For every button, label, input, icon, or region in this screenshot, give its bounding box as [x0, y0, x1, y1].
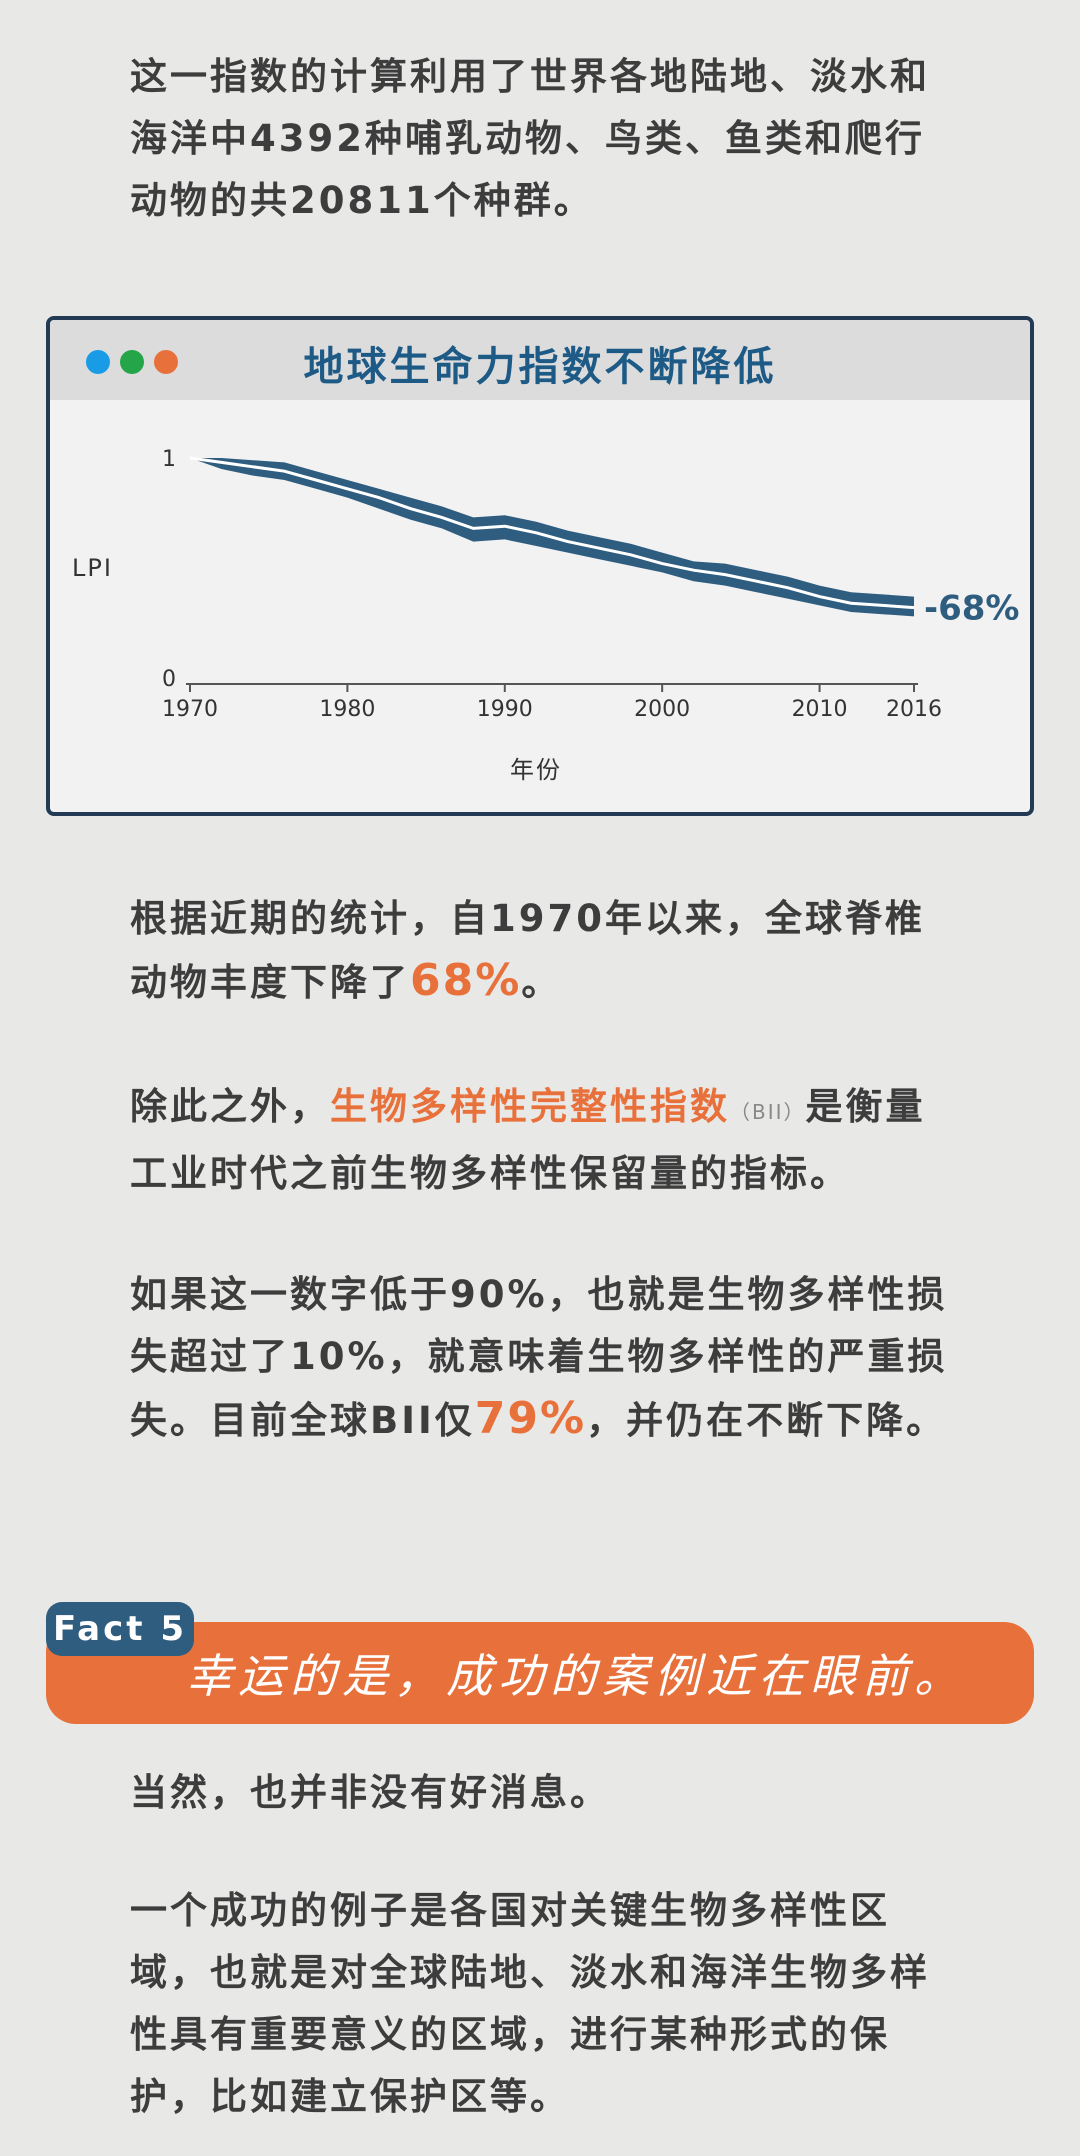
bii-abbr: （BII） [730, 1100, 806, 1124]
x-axis-label: 年份 [510, 756, 562, 784]
decline-paragraph: 根据近期的统计，自1970年以来，全球脊椎动物丰度下降了68%。 [130, 888, 960, 1014]
chart-titlebar: 地球生命力指数不断降低 [50, 320, 1030, 400]
bii-name: 生物多样性完整性指数 [330, 1085, 730, 1128]
fact-label: Fact 5 [46, 1602, 194, 1656]
decline-text-end: 。 [521, 961, 562, 1004]
x-tick-label: 1980 [319, 697, 375, 722]
fact-headline: 幸运的是，成功的案例近在眼前。 [186, 1649, 966, 1703]
bii-loss-text-start: 如果这一数字低于90%，也就是生物多样性损失超过了10%，就意味着生物多样性的严… [130, 1273, 948, 1442]
lpi-series-line [189, 456, 915, 610]
blue-dot-icon [86, 350, 110, 374]
decline-percent: 68% [410, 955, 522, 1006]
x-tick-label: 1970 [162, 697, 218, 722]
y-tick-label: 1 [162, 447, 176, 472]
bii-paragraph: 除此之外，生物多样性完整性指数（BII）是衡量工业时代之前生物多样性保留量的指标… [130, 1076, 960, 1205]
decline-annotation: -68% [924, 589, 1020, 629]
y-tick-label: 0 [162, 667, 176, 692]
chart-title: 地球生命力指数不断降低 [303, 344, 777, 390]
bii-loss-paragraph: 如果这一数字低于90%，也就是生物多样性损失超过了10%，就意味着生物多样性的严… [130, 1264, 960, 1452]
bii-text-start: 除此之外， [130, 1085, 330, 1128]
x-tick-label: 2010 [792, 697, 848, 722]
x-tick-label: 2016 [886, 697, 942, 722]
bii-percent: 79% [474, 1393, 587, 1444]
chart-window: 地球生命力指数不断降低 1970 1980 1990 2000 2010 2016 0 1 L… [46, 316, 1034, 816]
lpi-chart: 1970 1980 1990 2000 2010 2016 0 1 LPI 年份 -68% [72, 447, 1020, 784]
bii-text-end: 是衡量工业时代之前生物多样性保留量的指标。 [130, 1085, 926, 1195]
x-tick-label: 1990 [477, 697, 533, 722]
good-news-paragraph: 当然，也并非没有好消息。 [130, 1771, 610, 1814]
bii-loss-text-end: ，并仍在不断下降。 [586, 1399, 947, 1442]
decline-text-start: 根据近期的统计，自1970年以来，全球脊椎动物丰度下降了 [130, 897, 925, 1004]
protected-areas-paragraph: 一个成功的例子是各国对关键生物多样性区域，也就是对全球陆地、淡水和海洋生物多样性… [130, 1889, 930, 2118]
x-tick-label: 2000 [634, 697, 690, 722]
fact-banner [46, 1622, 1034, 1724]
intro-paragraph: 这一指数的计算利用了世界各地陆地、淡水和海洋中4392种哺乳动物、鸟类、鱼类和爬… [130, 55, 930, 222]
y-axis-label: LPI [72, 554, 113, 582]
orange-dot-icon [154, 350, 178, 374]
green-dot-icon [120, 350, 144, 374]
